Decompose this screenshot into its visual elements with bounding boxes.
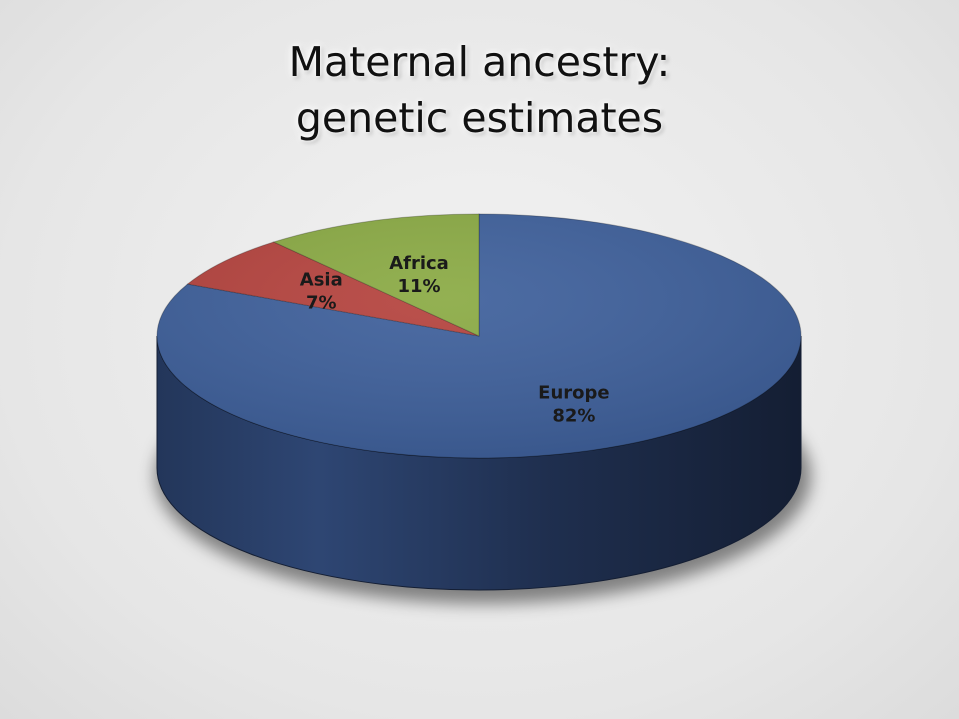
slice-label-africa: Africa bbox=[389, 253, 449, 274]
chart-title-line-1: Maternal ancestry: bbox=[288, 38, 671, 86]
slice-label-europe: Europe bbox=[538, 383, 609, 404]
slice-value-europe: 82% bbox=[552, 406, 595, 427]
slice-value-asia: 7% bbox=[306, 293, 337, 314]
chart-title-line-2: genetic estimates bbox=[295, 94, 664, 142]
slice-label-asia: Asia bbox=[300, 270, 343, 291]
slice-value-africa: 11% bbox=[397, 276, 440, 297]
pie-top-slices bbox=[156, 213, 802, 459]
chart-title: Maternal ancestry: genetic estimates bbox=[0, 34, 959, 146]
